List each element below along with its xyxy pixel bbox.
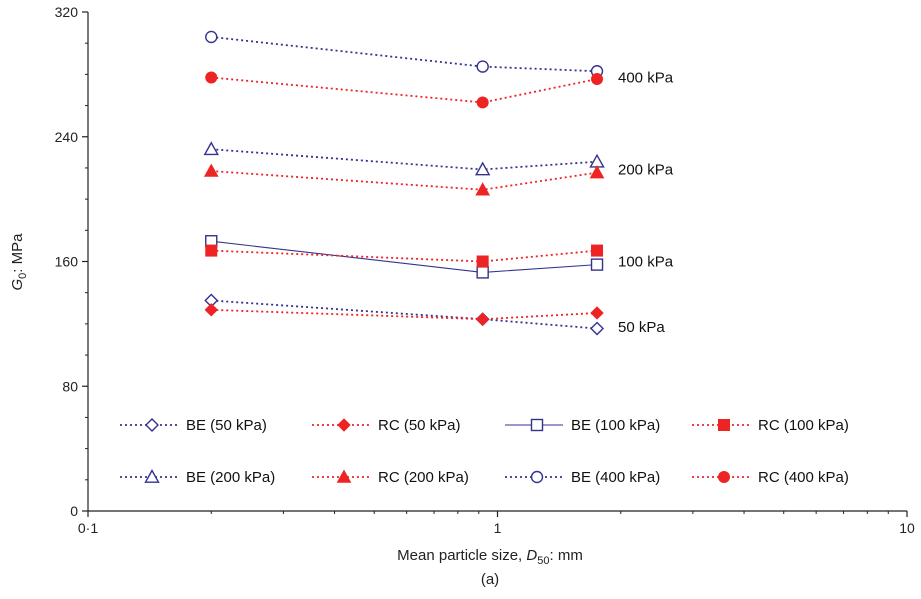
series-line: [211, 76, 598, 104]
legend-label: BE (100 kPa): [571, 417, 660, 434]
y-tick-label: 160: [55, 254, 79, 270]
legend-label: BE (400 kPa): [571, 469, 660, 486]
figure-caption: (a): [481, 571, 499, 588]
legend-marker: [530, 418, 544, 432]
x-tick-label: 0·1: [78, 520, 98, 536]
legend-item-be-50-kpa: BE (50 kPa): [120, 417, 267, 434]
series-rc-400-kpa: [205, 71, 604, 109]
legend-item-rc-100-kpa: RC (100 kPa): [692, 417, 849, 434]
y-tick-label: 320: [55, 4, 79, 20]
annotation-50-kpa: 50 kPa: [618, 319, 665, 336]
data-point: [204, 303, 218, 317]
data-point: [476, 60, 489, 73]
annotation-200-kpa: 200 kPa: [618, 161, 674, 178]
legend-marker: [530, 470, 544, 484]
series-line: [211, 299, 598, 330]
y-tick-label: 80: [62, 378, 78, 394]
legend-marker: [336, 469, 352, 483]
axes: 0 80 160 240 320 0·1 1 10: [55, 4, 915, 536]
series-line: [211, 249, 598, 263]
legend-marker: [718, 471, 730, 483]
pressure-labels: 400 kPa 200 kPa 100 kPa 50 kPa: [618, 69, 674, 336]
legend-label: RC (200 kPa): [378, 469, 469, 486]
annotation-400-kpa: 400 kPa: [618, 69, 674, 86]
series-be-100-kpa: [205, 235, 604, 279]
data-point: [205, 244, 218, 257]
data-point: [476, 96, 489, 109]
series-rc-100-kpa: [205, 244, 604, 268]
data-point: [590, 258, 604, 271]
legend-marker: [145, 418, 159, 432]
data-point: [203, 163, 219, 177]
series-be-200-kpa: [203, 141, 605, 176]
legend-item-rc-400-kpa: RC (400 kPa): [692, 469, 849, 486]
data-point: [476, 266, 489, 279]
legend-marker: [144, 469, 160, 483]
legend-item-be-200-kpa: BE (200 kPa): [120, 469, 275, 486]
series-line: [211, 170, 598, 191]
series-be-400-kpa: [205, 30, 604, 78]
data-point: [476, 255, 489, 268]
data-point: [474, 161, 491, 176]
x-tick-label: 10: [899, 520, 915, 536]
series-rc-200-kpa: [203, 163, 605, 196]
legend-label: BE (200 kPa): [186, 469, 275, 486]
legend-label: RC (50 kPa): [378, 417, 461, 434]
data-point: [475, 182, 491, 196]
series-be-50-kpa: [204, 293, 605, 336]
legend-label: RC (400 kPa): [758, 469, 849, 486]
x-axis-title: Mean particle size, D50: mm: [397, 547, 583, 567]
data-point: [591, 244, 604, 257]
legend-marker: [718, 419, 730, 431]
series-line: [211, 240, 598, 273]
series-line: [211, 308, 598, 321]
y-tick-label: 0: [70, 503, 78, 519]
data-point: [203, 141, 219, 156]
legend-marker: [337, 418, 351, 432]
legend: BE (50 kPa) RC (50 kPa) BE (100 kPa) RC (10…: [120, 417, 849, 486]
series-rc-50-kpa: [204, 303, 604, 326]
data-point: [475, 312, 490, 326]
legend-label: RC (100 kPa): [758, 417, 849, 434]
y-axis-title: G0: MPa: [9, 233, 29, 291]
data-point: [590, 306, 604, 320]
data-point: [205, 71, 218, 84]
legend-item-rc-50-kpa: RC (50 kPa): [312, 417, 461, 434]
data-point: [589, 165, 605, 179]
y-tick-label: 240: [55, 129, 79, 145]
data-point: [591, 73, 604, 86]
series-line: [211, 148, 598, 171]
x-tick-label: 1: [494, 520, 502, 536]
annotation-100-kpa: 100 kPa: [618, 254, 674, 271]
legend-item-rc-200-kpa: RC (200 kPa): [312, 469, 469, 486]
plot-area: [203, 30, 605, 336]
series-line: [211, 36, 598, 73]
legend-item-be-400-kpa: BE (400 kPa): [505, 469, 660, 486]
legend-label: BE (50 kPa): [186, 417, 267, 434]
data-point: [205, 30, 218, 44]
legend-item-be-100-kpa: BE (100 kPa): [505, 417, 660, 434]
data-point: [590, 321, 605, 336]
